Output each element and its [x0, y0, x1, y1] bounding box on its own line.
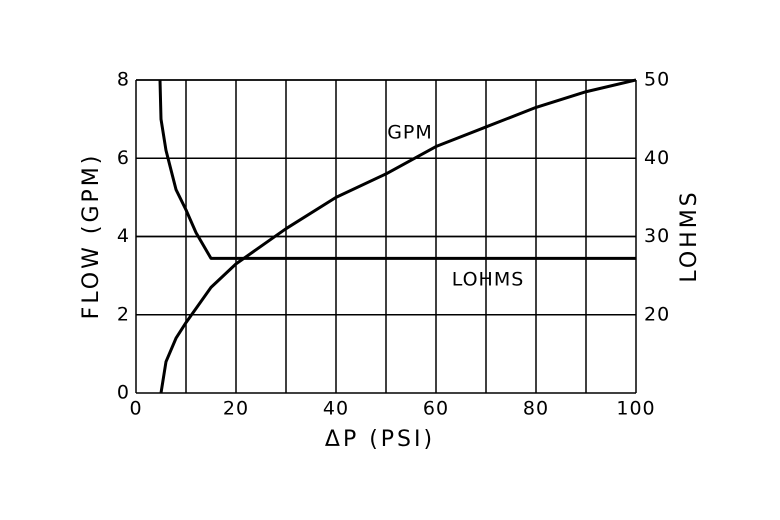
x-tick-label: 100 [616, 398, 655, 420]
series-line [158, 79, 636, 260]
y2-tick-label: 50 [644, 69, 670, 91]
y-tick-label: 2 [117, 303, 130, 325]
x-tick-label: 0 [129, 398, 142, 420]
series-label: GPM [387, 122, 433, 144]
y-tick-label: 6 [117, 147, 130, 169]
y2-tick-label: 40 [644, 147, 670, 169]
x-tick-label: 40 [323, 398, 349, 420]
x-tick-label: 20 [223, 398, 249, 420]
y-axis-label: FLOW (GPM) [79, 153, 104, 320]
y2-axis-label: LOHMS [677, 189, 702, 282]
y2-tick-label: 20 [644, 303, 670, 325]
y-tick-label: 4 [117, 225, 130, 247]
y-tick-label: 0 [117, 382, 130, 404]
x-axis-label: ΔP (PSI) [325, 427, 435, 452]
y-tick-label: 8 [117, 69, 130, 91]
x-tick-label: 60 [423, 398, 449, 420]
y2-tick-label: 30 [644, 225, 670, 247]
series-line [159, 78, 637, 394]
series-label: LOHMS [452, 269, 525, 291]
x-tick-label: 80 [523, 398, 549, 420]
